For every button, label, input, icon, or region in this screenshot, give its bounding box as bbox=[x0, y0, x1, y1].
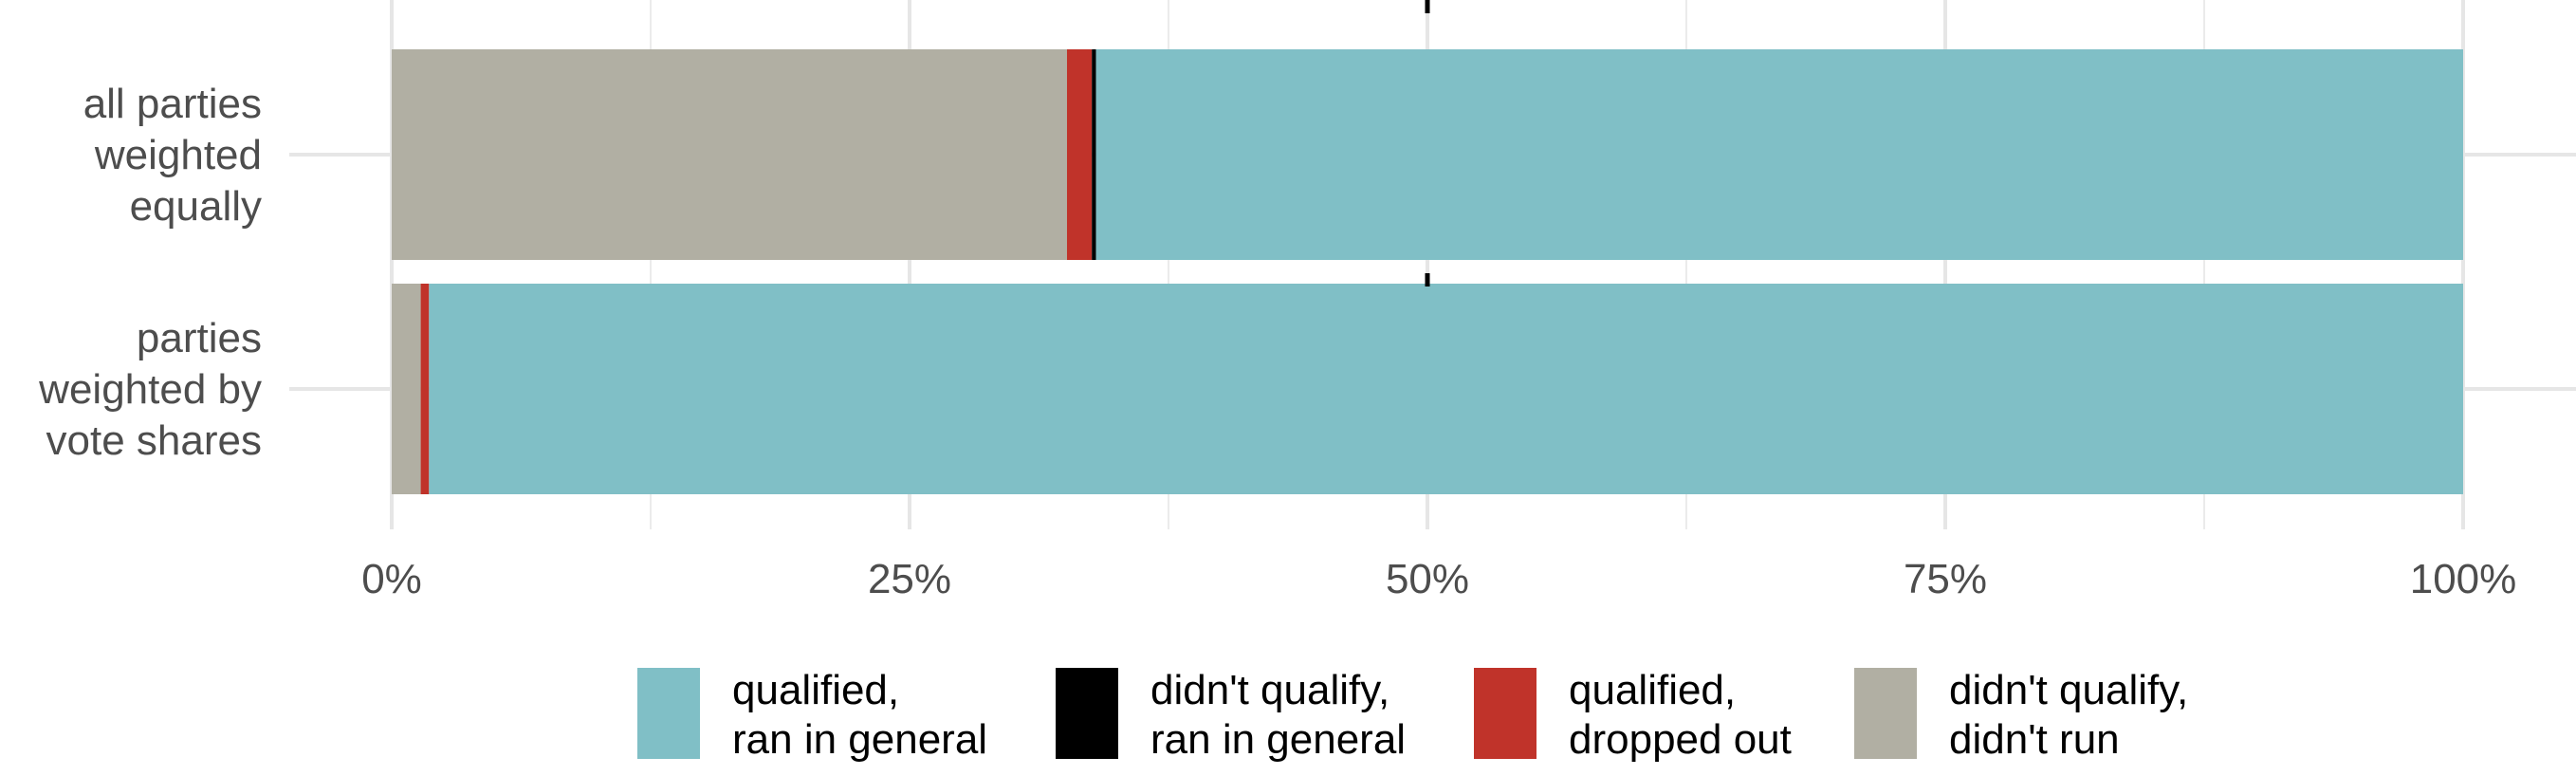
x-tick-label: 100% bbox=[2410, 556, 2517, 602]
bar-segment bbox=[420, 284, 430, 494]
category-label-line: vote shares bbox=[46, 417, 262, 464]
legend-label: qualified, ran in general bbox=[732, 667, 988, 763]
category-label-line: equally bbox=[130, 183, 262, 230]
legend-swatch bbox=[1854, 668, 1917, 759]
legend-swatch bbox=[1474, 668, 1536, 759]
y-axis-labels: all parties weighted equally parties weighte… bbox=[38, 81, 262, 464]
category-label-line: all parties bbox=[83, 81, 262, 127]
bar-segment bbox=[392, 284, 421, 494]
legend-swatch bbox=[637, 668, 700, 759]
category-label-line: weighted by bbox=[38, 366, 262, 413]
bar-segment bbox=[1066, 49, 1093, 260]
category-label: all parties weighted equally bbox=[83, 81, 262, 230]
bars bbox=[392, 49, 2463, 494]
bar-segment bbox=[392, 49, 1067, 260]
bar-segment bbox=[1092, 49, 1096, 260]
legend-label: didn't qualify, didn't run bbox=[1949, 667, 2189, 763]
x-tick-label: 75% bbox=[1904, 556, 1987, 602]
x-axis-labels: 0% 25% 50% 75% 100% bbox=[361, 556, 2516, 602]
bar-segment bbox=[1095, 49, 2463, 260]
legend-label: qualified, dropped out bbox=[1569, 667, 1792, 763]
x-tick-label: 0% bbox=[361, 556, 422, 602]
legend: qualified, ran in general didn't qualify… bbox=[637, 666, 2250, 763]
bar-segment bbox=[429, 284, 2463, 494]
legend-label: didn't qualify, ran in general bbox=[1150, 667, 1407, 763]
x-tick-label: 25% bbox=[868, 556, 951, 602]
category-label-line: weighted bbox=[94, 132, 262, 178]
x-tick-label: 50% bbox=[1386, 556, 1469, 602]
category-label-line: parties bbox=[137, 315, 262, 361]
category-label: parties weighted by vote shares bbox=[38, 315, 262, 464]
legend-swatch bbox=[1056, 668, 1118, 759]
